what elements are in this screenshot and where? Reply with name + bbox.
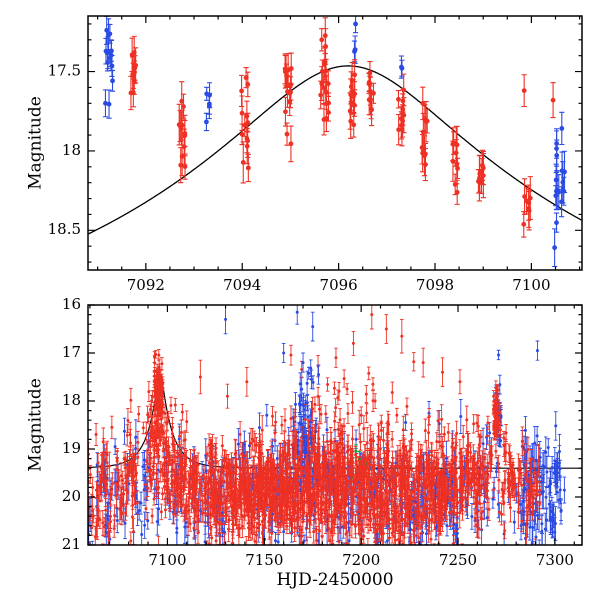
light-curve-chart-canvas xyxy=(0,0,600,600)
light-curve-figure xyxy=(0,0,600,600)
